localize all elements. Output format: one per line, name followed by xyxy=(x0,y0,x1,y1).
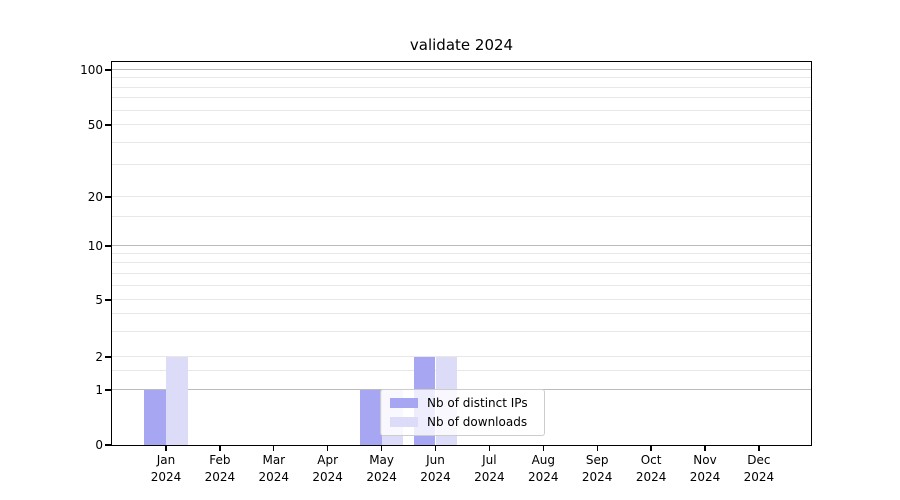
plot-canvas xyxy=(112,62,811,445)
x-axis-tick-label: Jun 2024 xyxy=(401,452,471,486)
x-axis-tick-year: 2024 xyxy=(258,470,290,484)
x-axis-tick-label: Jul 2024 xyxy=(454,452,524,486)
minor-gridline xyxy=(112,369,811,371)
x-axis-tick-mark xyxy=(327,446,329,451)
legend-label: Nb of downloads xyxy=(427,414,528,429)
legend-swatch-distinct-ips xyxy=(390,398,418,409)
minor-gridline xyxy=(112,299,811,300)
legend-item: Nb of downloads xyxy=(390,415,535,429)
x-axis-tick-year: 2024 xyxy=(689,470,721,484)
x-axis-tick-label: Jan 2024 xyxy=(131,452,201,486)
legend-label: Nb of distinct IPs xyxy=(427,396,528,411)
x-axis-tick-label: May 2024 xyxy=(347,452,417,486)
y-axis-tick-mark xyxy=(105,444,111,446)
x-axis-tick-mark xyxy=(273,446,275,451)
x-axis-tick-mark xyxy=(165,446,167,451)
plot-area: Nb of distinct IPs Nb of downloads xyxy=(111,61,812,446)
x-axis-tick-label: Feb 2024 xyxy=(185,452,255,486)
x-axis-tick-mark xyxy=(650,446,652,451)
bar-distinct-ips-jan xyxy=(144,390,166,445)
x-axis-tick-label: Aug 2024 xyxy=(508,452,578,486)
minor-gridline xyxy=(112,272,811,274)
x-axis-tick-mark xyxy=(219,446,221,451)
minor-gridline xyxy=(112,164,811,166)
x-axis-tick-year: 2024 xyxy=(743,470,775,484)
major-gridline xyxy=(112,245,811,246)
x-axis-tick-mark xyxy=(542,446,544,451)
x-axis-tick-mark xyxy=(434,446,437,451)
x-axis-tick-mark xyxy=(704,446,706,451)
minor-gridline xyxy=(112,141,811,143)
x-axis-tick-year: 2024 xyxy=(528,470,559,484)
minor-gridline xyxy=(112,86,811,88)
minor-gridline xyxy=(112,262,811,264)
minor-gridline xyxy=(112,253,811,255)
bar-distinct-ips-may xyxy=(359,390,382,445)
minor-gridline xyxy=(112,124,811,126)
y-axis-tick-label: 1 xyxy=(95,383,103,397)
y-axis-tick-mark xyxy=(105,356,111,358)
legend-swatch-downloads xyxy=(390,416,418,427)
minor-gridline xyxy=(112,77,811,79)
chart-title: validate 2024 xyxy=(409,36,514,54)
y-axis-tick-mark xyxy=(105,196,111,198)
x-axis-tick-label: Oct 2024 xyxy=(616,452,686,486)
minor-gridline xyxy=(112,216,811,218)
y-axis-tick-mark xyxy=(105,124,111,126)
major-gridline xyxy=(112,69,811,71)
y-axis-tick-label: 50 xyxy=(87,118,103,132)
y-axis-tick-label: 5 xyxy=(95,292,103,307)
x-axis-tick-mark xyxy=(488,446,491,451)
x-axis-tick-year: 2024 xyxy=(474,470,505,484)
minor-gridline xyxy=(112,97,811,99)
legend-item: Nb of distinct IPs xyxy=(390,396,535,410)
x-axis-tick-label: Sep 2024 xyxy=(562,452,632,486)
bar-downloads-jan xyxy=(166,357,188,445)
x-axis-tick-label: Dec 2024 xyxy=(724,452,794,486)
y-axis-tick-label: 20 xyxy=(87,190,103,204)
x-axis-tick-mark xyxy=(380,446,383,451)
minor-gridline xyxy=(112,196,811,198)
x-axis-tick-year: 2024 xyxy=(312,470,343,484)
x-axis-tick-year: 2024 xyxy=(581,470,613,484)
y-axis-tick-label: 2 xyxy=(95,349,103,364)
y-axis-tick-mark xyxy=(105,389,111,391)
legend: Nb of distinct IPs Nb of downloads xyxy=(380,389,545,436)
minor-gridline xyxy=(112,284,811,286)
minor-gridline xyxy=(112,109,811,111)
x-axis-tick-mark xyxy=(758,446,760,451)
x-axis-tick-mark xyxy=(596,446,598,451)
x-axis-tick-year: 2024 xyxy=(420,470,451,484)
x-axis-tick-year: 2024 xyxy=(635,470,667,484)
x-axis-tick-year: 2024 xyxy=(150,470,182,484)
y-axis-tick-label: 0 xyxy=(95,438,103,452)
y-axis-tick-mark xyxy=(105,69,111,71)
y-axis-tick-label: 100 xyxy=(80,63,103,77)
x-axis-tick-label: Apr 2024 xyxy=(293,452,363,486)
x-axis-tick-label: Mar 2024 xyxy=(239,452,309,486)
minor-gridline xyxy=(112,330,811,332)
y-axis-tick-mark xyxy=(105,299,111,301)
x-axis-tick-label: Nov 2024 xyxy=(670,452,740,486)
y-axis-tick-mark xyxy=(105,245,111,247)
y-axis-tick-label: 10 xyxy=(87,238,103,253)
x-axis-tick-year: 2024 xyxy=(366,470,397,484)
minor-gridline xyxy=(112,312,811,314)
minor-gridline xyxy=(112,356,811,357)
x-axis-tick-year: 2024 xyxy=(204,470,236,484)
